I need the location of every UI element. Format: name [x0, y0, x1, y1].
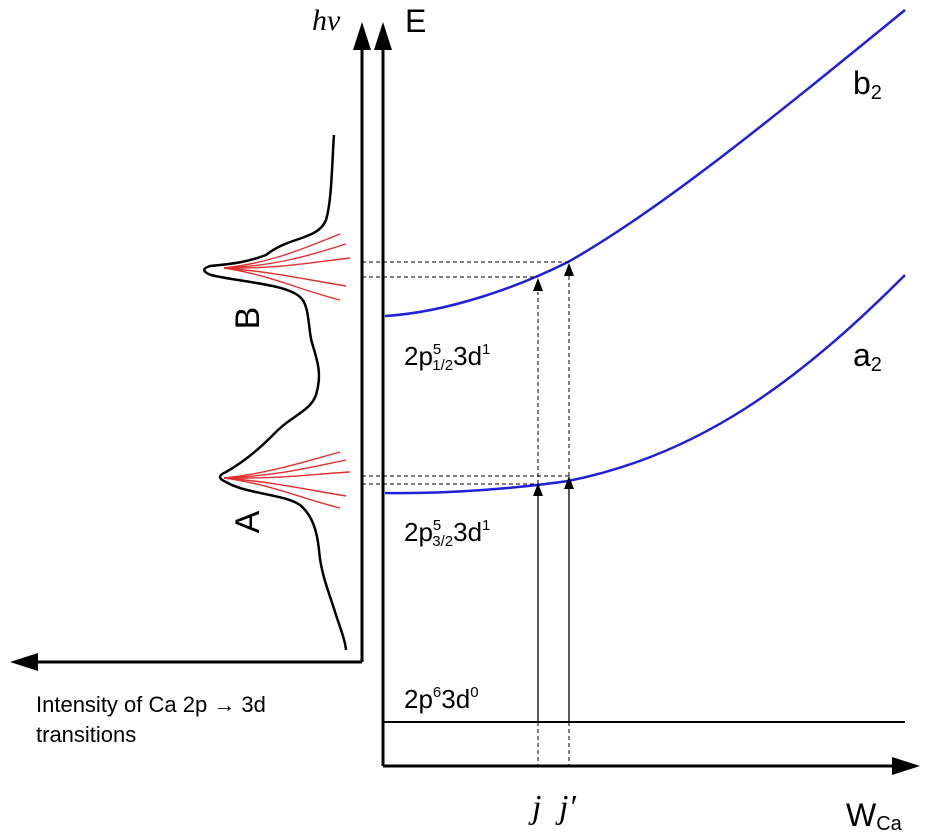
sub-peak-a-4 [223, 477, 347, 497]
wca-label-sub: Ca [876, 813, 902, 834]
curve-b2 [384, 9, 906, 318]
sub-peaks-b [223, 233, 351, 301]
sub-peak-a-1 [223, 451, 341, 479]
wca-axis-arrowhead [892, 757, 920, 775]
state-ground-sup1: 6 [433, 684, 441, 701]
sub-peak-b-5 [223, 267, 341, 301]
dashed-projections [362, 261, 570, 766]
curve-b2-main: b [853, 65, 871, 101]
state-upper-sub1: 1/2 [432, 357, 453, 374]
state-lower-p2: 3d [453, 517, 482, 547]
state-lower-sub1: 3/2 [432, 533, 453, 550]
arrowhead-jprime-a [564, 476, 574, 489]
energy-axis-label: E [405, 3, 426, 39]
state-label-lower: 2p5 3/23d1 [404, 517, 490, 550]
spectrum-curve [203, 134, 348, 651]
curve-a2-sub: 2 [871, 354, 882, 376]
arrowhead-j-a [533, 483, 543, 496]
sub-peaks-a [223, 451, 351, 509]
hv-axis-arrowhead [353, 22, 371, 50]
state-label-upper: 2p5 1/23d1 [404, 341, 490, 374]
energy-axis-arrowhead [374, 22, 392, 50]
curve-b2-sub: 2 [871, 82, 882, 104]
state-ground-p2: 3d [441, 684, 470, 714]
state-ground-p1: 2p [404, 684, 433, 714]
sub-peak-b-4 [223, 267, 347, 287]
arrowhead-jprime-b [564, 263, 574, 276]
sub-peak-a-5 [223, 477, 341, 509]
marker-j: j [528, 789, 541, 826]
curve-label-a2: a2 [853, 337, 882, 376]
state-lower-p1: 2p [404, 517, 433, 547]
intensity-caption-line2: transitions [36, 722, 136, 747]
state-lower-sup2: 1 [482, 517, 490, 534]
marker-j-prime: j′ [555, 789, 576, 826]
curve-a2-main: a [853, 337, 871, 373]
intensity-axis-arrowhead [10, 653, 38, 671]
sub-peak-b-2 [223, 243, 347, 269]
state-upper-sup2: 1 [482, 341, 490, 358]
peak-label-a: A [229, 510, 267, 533]
state-ground-sup2: 0 [470, 684, 478, 701]
energy-panel: E WCa b2 a2 2p5 1/23d1 2p5 3/23d1 2p63d0 j… [362, 3, 920, 834]
wca-axis-label: WCa [846, 797, 903, 834]
transition-arrows [533, 263, 574, 722]
wca-label-main: W [846, 797, 877, 833]
sub-peak-a-3 [223, 471, 351, 479]
sub-peak-a-2 [223, 459, 347, 479]
state-upper-sup1: 5 [433, 341, 441, 358]
state-upper-p2: 3d [453, 341, 482, 371]
sub-peak-b-3 [223, 257, 351, 269]
state-label-ground: 2p63d0 [404, 684, 479, 714]
peak-label-b: B [229, 307, 267, 330]
sub-peak-b-1 [223, 233, 341, 269]
hv-axis-label: hv [312, 4, 341, 37]
curve-label-b2: b2 [853, 65, 882, 104]
state-upper-p1: 2p [404, 341, 433, 371]
state-lower-sup1: 5 [433, 517, 441, 534]
intensity-caption-line1: Intensity of Ca 2p → 3d [36, 692, 266, 717]
curve-a2 [384, 274, 906, 495]
arrowhead-j-b [533, 278, 543, 291]
spectrum-panel: B A hv Intensity of Ca 2p → 3d transitio… [10, 4, 371, 747]
